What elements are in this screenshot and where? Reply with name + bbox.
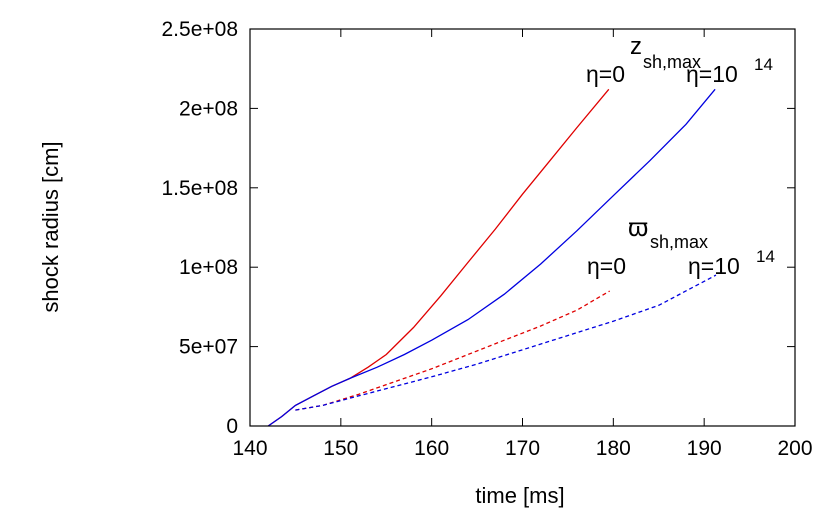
x-tick-label-3: 170 <box>505 437 540 460</box>
x-tick-label-4: 180 <box>596 437 631 460</box>
varpi-subscript: sh,max <box>650 232 708 252</box>
eta14-top-exponent: 14 <box>754 55 773 74</box>
zmax-symbol: z <box>630 33 642 60</box>
y-tick-label-5: 2.5e+08 <box>162 18 239 41</box>
y-tick-label-1: 5e+07 <box>179 336 238 359</box>
varpi-symbol: ϖ <box>628 212 648 242</box>
x-tick-label-1: 150 <box>323 437 358 460</box>
zmax-subscript: sh,max <box>643 52 701 72</box>
ticks: 140 150 160 170 180 190 200 0 5e+07 1e+08 1.5e+08 2… <box>162 18 813 460</box>
eta14-bottom-exponent: 14 <box>756 247 775 266</box>
plot-frame <box>249 28 796 427</box>
series-line-2 <box>295 290 611 411</box>
y-tick-label-3: 1.5e+08 <box>162 177 239 200</box>
eta14-top-label: η=10 <box>686 61 738 87</box>
y-axis-label: shock radius [cm] <box>38 141 63 312</box>
x-tick-label-0: 140 <box>232 437 267 460</box>
series-line-1 <box>267 88 716 427</box>
x-axis-label: time [ms] <box>475 483 564 508</box>
eta0-top-label: η=0 <box>586 61 625 87</box>
y-tick-label-2: 1e+08 <box>179 256 238 279</box>
axes <box>249 28 796 427</box>
eta0-bottom-label: η=0 <box>587 253 626 279</box>
series-line-3 <box>295 274 717 411</box>
plot-lines <box>267 88 717 427</box>
y-tick-label-0: 0 <box>226 415 238 438</box>
eta14-bottom-label: η=10 <box>688 253 740 279</box>
x-tick-label-2: 160 <box>414 437 449 460</box>
x-tick-label-6: 200 <box>777 437 812 460</box>
x-tick-label-5: 190 <box>687 437 722 460</box>
y-tick-label-4: 2e+08 <box>179 97 238 120</box>
